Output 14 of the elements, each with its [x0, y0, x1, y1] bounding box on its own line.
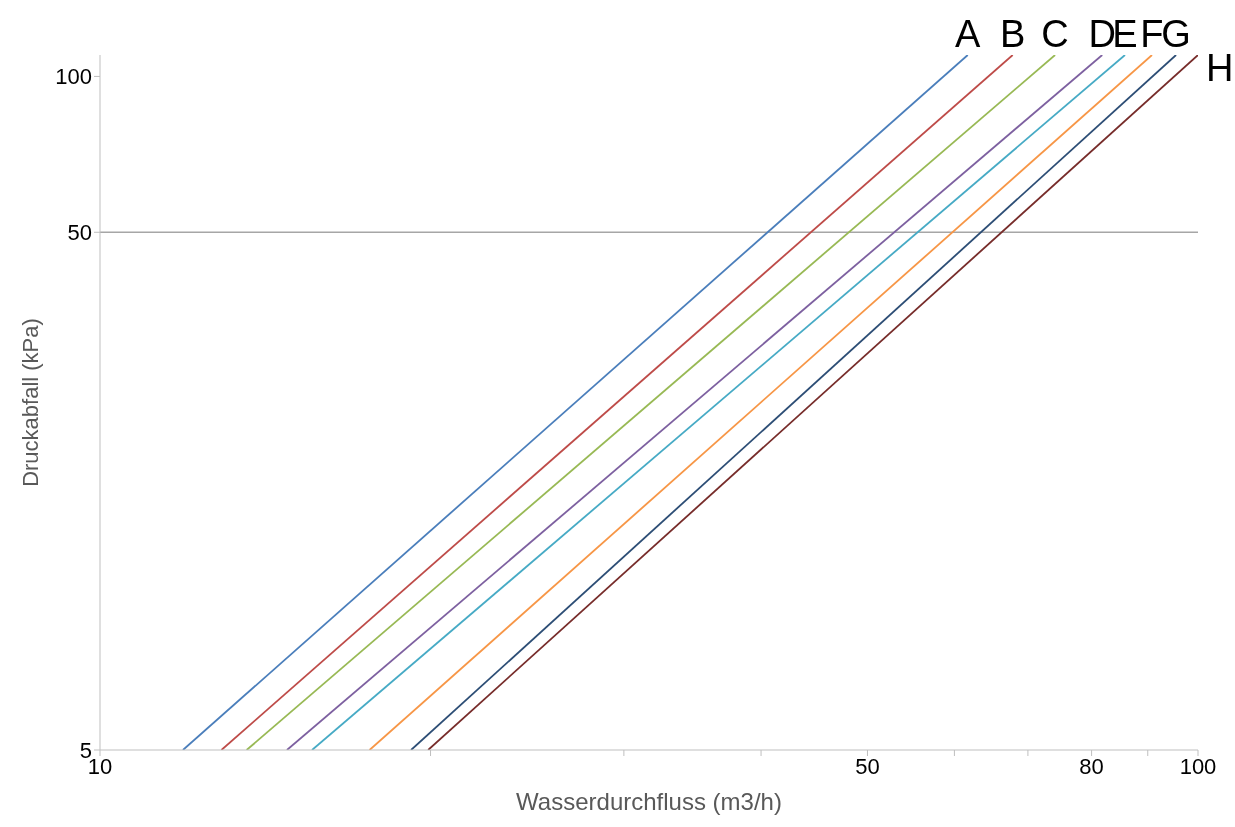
x-tick-label: 100	[1179, 753, 1217, 779]
x-tick-label: 80	[1079, 753, 1104, 779]
x-tick-label: 50	[855, 753, 880, 779]
series-label: A	[955, 13, 982, 55]
series-label: G	[1161, 13, 1191, 55]
series-label: C	[1041, 13, 1069, 55]
y-tick-label: 100	[55, 64, 92, 90]
y-tick-label: 50	[67, 220, 92, 246]
series-label: B	[1000, 13, 1026, 55]
x-axis-title: Wasserdurchfluss (m3/h)	[516, 788, 782, 815]
series-label: D	[1088, 13, 1116, 55]
y-axis-title: Druckabfall (kPa)	[17, 318, 43, 487]
series-label: F	[1140, 13, 1164, 55]
series-label: H	[1206, 47, 1234, 89]
